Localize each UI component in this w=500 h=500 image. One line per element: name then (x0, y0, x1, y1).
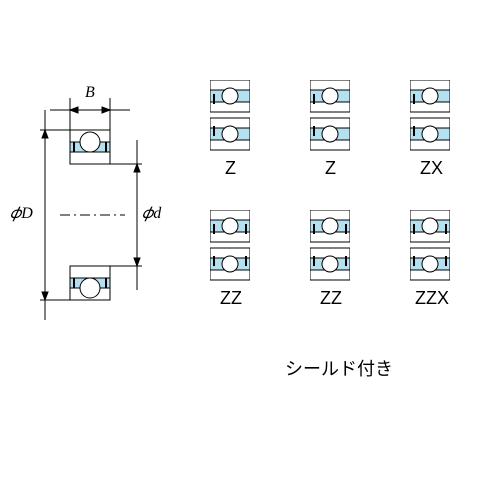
variant-label: ZZ (220, 288, 242, 309)
variant-label: ZX (420, 158, 443, 179)
bottom-race (70, 266, 110, 300)
diagram-canvas: B 𝜙D 𝜙d Z (0, 0, 500, 500)
caption: シールド付き (285, 355, 393, 381)
variant-label: Z (225, 158, 236, 179)
variant-label: ZZ (320, 288, 342, 309)
label-d: 𝜙d (142, 205, 161, 223)
top-race (70, 130, 110, 164)
label-D: 𝜙D (10, 205, 33, 223)
variant-label: Z (325, 158, 336, 179)
main-bearing (30, 80, 190, 360)
label-B: B (85, 84, 95, 102)
dim-B (50, 98, 130, 130)
variant-label: ZZX (415, 288, 449, 309)
